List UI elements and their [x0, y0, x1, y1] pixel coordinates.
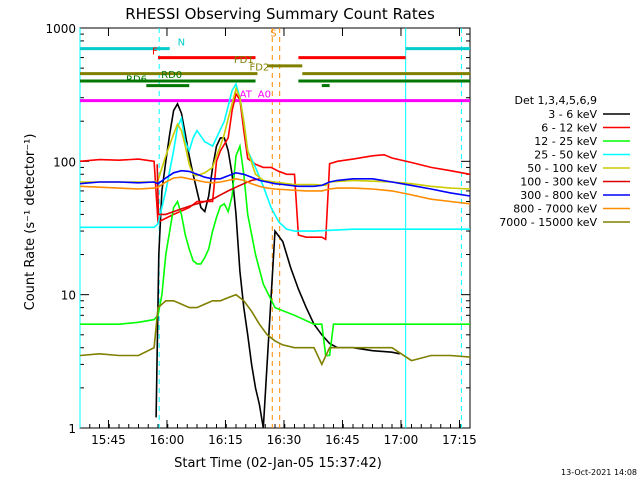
y-tick-label: 10	[61, 289, 76, 303]
legend-label: 300 - 800 keV	[520, 189, 597, 202]
x-tick-label: 16:00	[150, 433, 185, 447]
series-line	[80, 86, 471, 190]
annotation-label: RD6	[126, 75, 147, 86]
legend-title: Det 1,3,4,5,6,9	[514, 94, 597, 107]
y-tick-label: 1000	[45, 22, 76, 36]
series-line	[156, 164, 260, 216]
x-tick-label: 16:30	[267, 433, 302, 447]
annotation-label: A0	[258, 90, 271, 101]
series-line	[80, 143, 470, 357]
x-tick-label: 17:00	[384, 433, 419, 447]
annotation-label: AT	[240, 90, 253, 101]
series-line	[79, 92, 471, 241]
x-axis-label: Start Time (02-Jan-05 15:37:42)	[174, 456, 382, 471]
legend-label: 25 - 50 keV	[534, 149, 597, 162]
annotation-label: S	[270, 28, 276, 39]
annotation-label: F	[152, 47, 158, 58]
annotation-label: FD2	[249, 63, 269, 74]
series-line	[80, 82, 470, 232]
y-axis-label: Count Rate (s⁻¹ detector⁻¹)	[23, 134, 38, 311]
legend-label: 12 - 25 keV	[534, 135, 597, 148]
legend-label: 7000 - 15000 keV	[499, 216, 597, 229]
legend-label: 50 - 100 keV	[527, 162, 597, 175]
chart-title: RHESSI Observing Summary Count Rates	[125, 5, 435, 23]
series-line	[155, 101, 400, 429]
x-tick-label: 16:45	[325, 433, 360, 447]
plot-area: 1 10 100 1000 15:45 16:00 16:15 16:30 16:45 17:00…	[45, 22, 476, 447]
legend-label: 3 - 6 keV	[548, 108, 597, 121]
y-tick-label: 1	[68, 422, 76, 436]
series-line	[79, 176, 471, 205]
legend-label: 800 - 7000 keV	[513, 203, 597, 216]
annotation-label: N	[178, 38, 185, 49]
annotation-label: FD1	[234, 55, 254, 66]
y-tick-label: 100	[53, 155, 76, 169]
legend-label: 100 - 300 keV	[520, 176, 597, 189]
series-line	[79, 293, 471, 367]
annotation-label: RD0	[161, 70, 182, 81]
x-tick-label: 16:15	[208, 433, 243, 447]
series-line	[79, 169, 471, 197]
timestamp: 13-Oct-2021 14:08	[561, 468, 637, 477]
x-tick-label: 17:15	[442, 433, 477, 447]
legend-label: 6 - 12 keV	[541, 122, 597, 135]
x-tick-label: 15:45	[91, 433, 126, 447]
